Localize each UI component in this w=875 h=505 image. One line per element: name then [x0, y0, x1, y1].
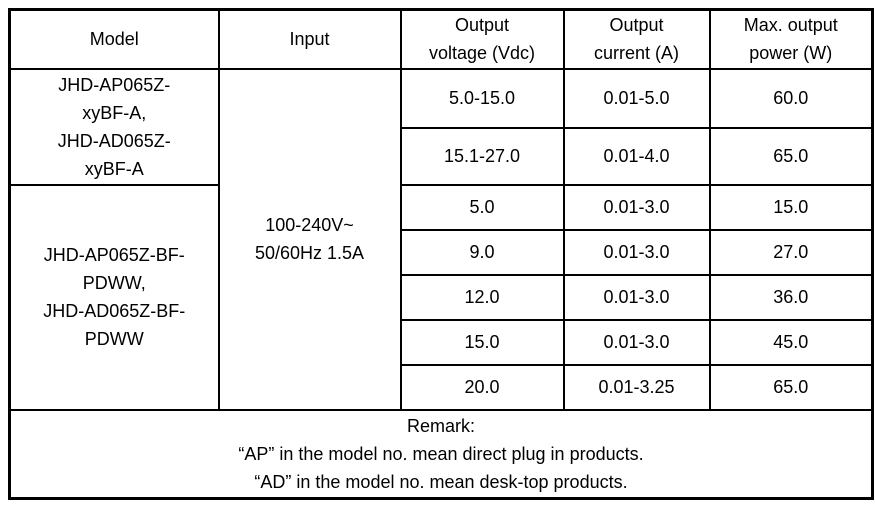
voltage-cell: 9.0 [399, 228, 565, 276]
current-cell: 0.01-5.0 [562, 67, 711, 129]
current-cell: 0.01-3.0 [562, 318, 711, 366]
voltage-cell: 12.0 [399, 273, 565, 321]
voltage-cell: 5.0 [399, 183, 565, 231]
power-cell: 36.0 [708, 273, 874, 321]
table-row: 15.1-27.0 0.01-4.0 65.0 [10, 126, 874, 186]
table-row: 20.0 0.01-3.25 65.0 [10, 363, 874, 411]
spec-table: Model Input Output voltage (Vdc) Output … [8, 8, 874, 500]
model-group-2-cell: JHD-AP065Z-BF- PDWW, JHD-AD065Z-BF- PDWW [8, 183, 220, 411]
voltage-cell: 20.0 [399, 363, 565, 411]
col-header-output-voltage: Output voltage (Vdc) [399, 8, 565, 70]
voltage-cell: 5.0-15.0 [399, 67, 565, 129]
voltage-cell: 15.0 [399, 318, 565, 366]
table-row: 9.0 0.01-3.0 27.0 [10, 228, 874, 276]
power-cell: 15.0 [708, 183, 874, 231]
voltage-cell: 15.1-27.0 [399, 126, 565, 186]
table-row: 12.0 0.01-3.0 36.0 [10, 273, 874, 321]
current-cell: 0.01-3.0 [562, 273, 711, 321]
current-cell: 0.01-3.0 [562, 228, 711, 276]
power-cell: 60.0 [708, 67, 874, 129]
col-header-input: Input [217, 8, 402, 70]
remark-row: Remark: “AP” in the model no. mean direc… [8, 408, 874, 500]
table-row: 15.0 0.01-3.0 45.0 [10, 318, 874, 366]
power-cell: 65.0 [708, 126, 874, 186]
table-row: JHD-AP065Z-BF- PDWW, JHD-AD065Z-BF- PDWW… [8, 183, 874, 411]
col-header-output-current: Output current (A) [562, 8, 711, 70]
current-cell: 0.01-4.0 [562, 126, 711, 186]
current-cell: 0.01-3.0 [562, 183, 711, 231]
table-row: JHD-AP065Z- xyBF-A, JHD-AD065Z- xyBF-A 1… [8, 67, 874, 411]
col-header-max-output-power: Max. output power (W) [708, 8, 874, 70]
current-cell: 0.01-3.25 [562, 363, 711, 411]
col-header-model: Model [8, 8, 220, 70]
input-cell: 100-240V~ 50/60Hz 1.5A [217, 67, 402, 411]
power-cell: 45.0 [708, 318, 874, 366]
header-row: Model Input Output voltage (Vdc) Output … [8, 8, 874, 70]
power-cell: 27.0 [708, 228, 874, 276]
model-group-1-cell: JHD-AP065Z- xyBF-A, JHD-AD065Z- xyBF-A [8, 67, 220, 186]
power-cell: 65.0 [708, 363, 874, 411]
remark-cell: Remark: “AP” in the model no. mean direc… [8, 408, 874, 500]
